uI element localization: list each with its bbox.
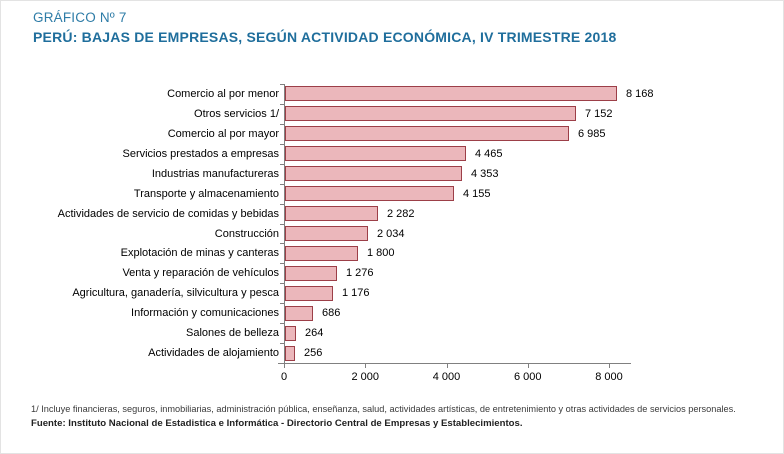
category-label: Comercio al por menor: [167, 88, 279, 100]
category-label: Otros servicios 1/: [194, 107, 279, 120]
category-label: Agricultura, ganadería, silvicultura y p…: [72, 287, 279, 300]
y-axis-tick: [280, 243, 284, 245]
x-axis-tick-label: 2 000: [351, 371, 380, 383]
value-label: 2 034: [377, 227, 405, 240]
y-axis-tick: [280, 163, 284, 165]
chart-row: Comercio al por mayor 6 985: [1, 124, 783, 144]
y-axis-tick: [280, 183, 284, 185]
category-label: Servicios prestados a empresas: [122, 147, 279, 160]
category-label: Salones de belleza: [186, 327, 279, 340]
bar: [285, 345, 295, 361]
chart-row: Transporte y almacenamiento 4 155: [1, 184, 783, 204]
category-label: Industrias manufactureras: [151, 167, 279, 180]
source-text: Fuente: Instituto Nacional de Estadistic…: [31, 418, 523, 429]
y-axis-tick: [280, 263, 284, 265]
bar: [285, 225, 368, 241]
value-label: 1 276: [346, 267, 374, 280]
y-axis-tick: [280, 283, 284, 285]
chart-row: Servicios prestados a empresas 4 465: [1, 144, 783, 164]
category-label: Venta y reparación de vehículos: [122, 267, 279, 280]
x-axis-tick-label: 6 000: [513, 371, 542, 383]
chart-row: Información y comunicaciones 686: [1, 303, 783, 323]
value-label: 4 465: [475, 147, 503, 160]
value-label: 7 152: [585, 107, 613, 120]
value-label: 8 168: [626, 88, 654, 100]
y-axis-tick: [280, 84, 284, 85]
x-axis-tick: [284, 364, 285, 368]
bar: [285, 146, 466, 162]
value-label: 256: [304, 347, 323, 360]
category-label: Actividades de servicio de comidas y beb…: [57, 207, 279, 220]
bar: [285, 86, 617, 102]
y-axis-tick: [280, 223, 284, 225]
bar: [285, 166, 462, 182]
chart-footer: 1/ Incluye financieras, seguros, inmobil…: [31, 403, 771, 430]
y-axis-tick: [280, 123, 284, 125]
bar: [285, 186, 454, 202]
y-axis-tick: [280, 343, 284, 345]
bar: [285, 285, 333, 301]
chart-number-title: GRÁFICO Nº 7: [33, 10, 127, 25]
chart-row: Actividades de servicio de comidas y beb…: [1, 204, 783, 224]
category-label: Información y comunicaciones: [131, 307, 279, 320]
chart-row: Actividades de alojamiento 256: [1, 343, 783, 363]
category-label: Comercio al por mayor: [167, 127, 279, 140]
value-label: 4 155: [463, 187, 491, 200]
chart-row: Salones de belleza 264: [1, 323, 783, 343]
value-label: 2 282: [387, 207, 415, 220]
x-axis-tick: [446, 364, 448, 368]
y-axis-tick: [280, 203, 284, 205]
x-axis-tick-label: 8 000: [595, 371, 623, 383]
chart-row: Construcción 2 034: [1, 224, 783, 244]
bar: [285, 325, 296, 341]
chart-row: Explotación de minas y canteras 1 800: [1, 243, 783, 263]
x-axis-tick-label: 0: [280, 371, 288, 383]
value-label: 264: [305, 327, 324, 340]
x-axis-tick-label: 4 000: [432, 371, 461, 383]
value-label: 1 800: [367, 247, 395, 260]
category-label: Transporte y almacenamiento: [133, 187, 279, 200]
y-axis-tick: [280, 143, 284, 145]
x-axis-tick: [609, 364, 610, 368]
y-axis-line: [284, 84, 285, 363]
bar: [285, 206, 378, 222]
chart-row: Comercio al por menor 8 168: [1, 84, 783, 104]
y-axis-tick: [280, 303, 284, 305]
category-label: Explotación de minas y canteras: [120, 247, 279, 260]
bar: [285, 265, 337, 281]
chart-row: Agricultura, ganadería, silvicultura y p…: [1, 283, 783, 303]
bar: [285, 305, 313, 321]
footnote-text: 1/ Incluye financieras, seguros, inmobil…: [31, 404, 736, 414]
x-axis-tick: [527, 364, 529, 368]
x-axis-line: [278, 363, 631, 364]
value-label: 4 353: [471, 167, 499, 180]
bar: [285, 126, 569, 142]
value-label: 6 985: [578, 127, 606, 140]
value-label: 686: [322, 307, 341, 320]
value-label: 1 176: [342, 287, 370, 300]
y-axis-tick: [280, 103, 284, 105]
bar: [285, 106, 576, 122]
category-label: Construcción: [214, 227, 279, 240]
bar: [285, 245, 358, 261]
chart-main-title: PERÚ: BAJAS DE EMPRESAS, SEGÚN ACTIVIDAD…: [33, 29, 617, 45]
y-axis-tick: [280, 323, 284, 325]
category-label: Actividades de alojamiento: [148, 347, 279, 360]
chart-row: Venta y reparación de vehículos 1 276: [1, 263, 783, 283]
chart-header: GRÁFICO Nº 7 PERÚ: BAJAS DE EMPRESAS, SE…: [33, 10, 616, 45]
x-axis-tick: [365, 364, 367, 368]
chart-row: Industrias manufactureras 4 353: [1, 164, 783, 184]
chart-row: Otros servicios 1/7 152: [1, 104, 783, 124]
